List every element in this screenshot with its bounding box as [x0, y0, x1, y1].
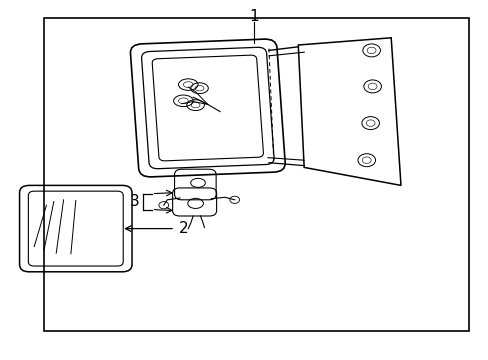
Bar [44, 18, 468, 331]
Text: 1: 1 [249, 9, 259, 24]
Text: 2: 2 [178, 221, 188, 236]
Text: 3: 3 [129, 194, 139, 209]
